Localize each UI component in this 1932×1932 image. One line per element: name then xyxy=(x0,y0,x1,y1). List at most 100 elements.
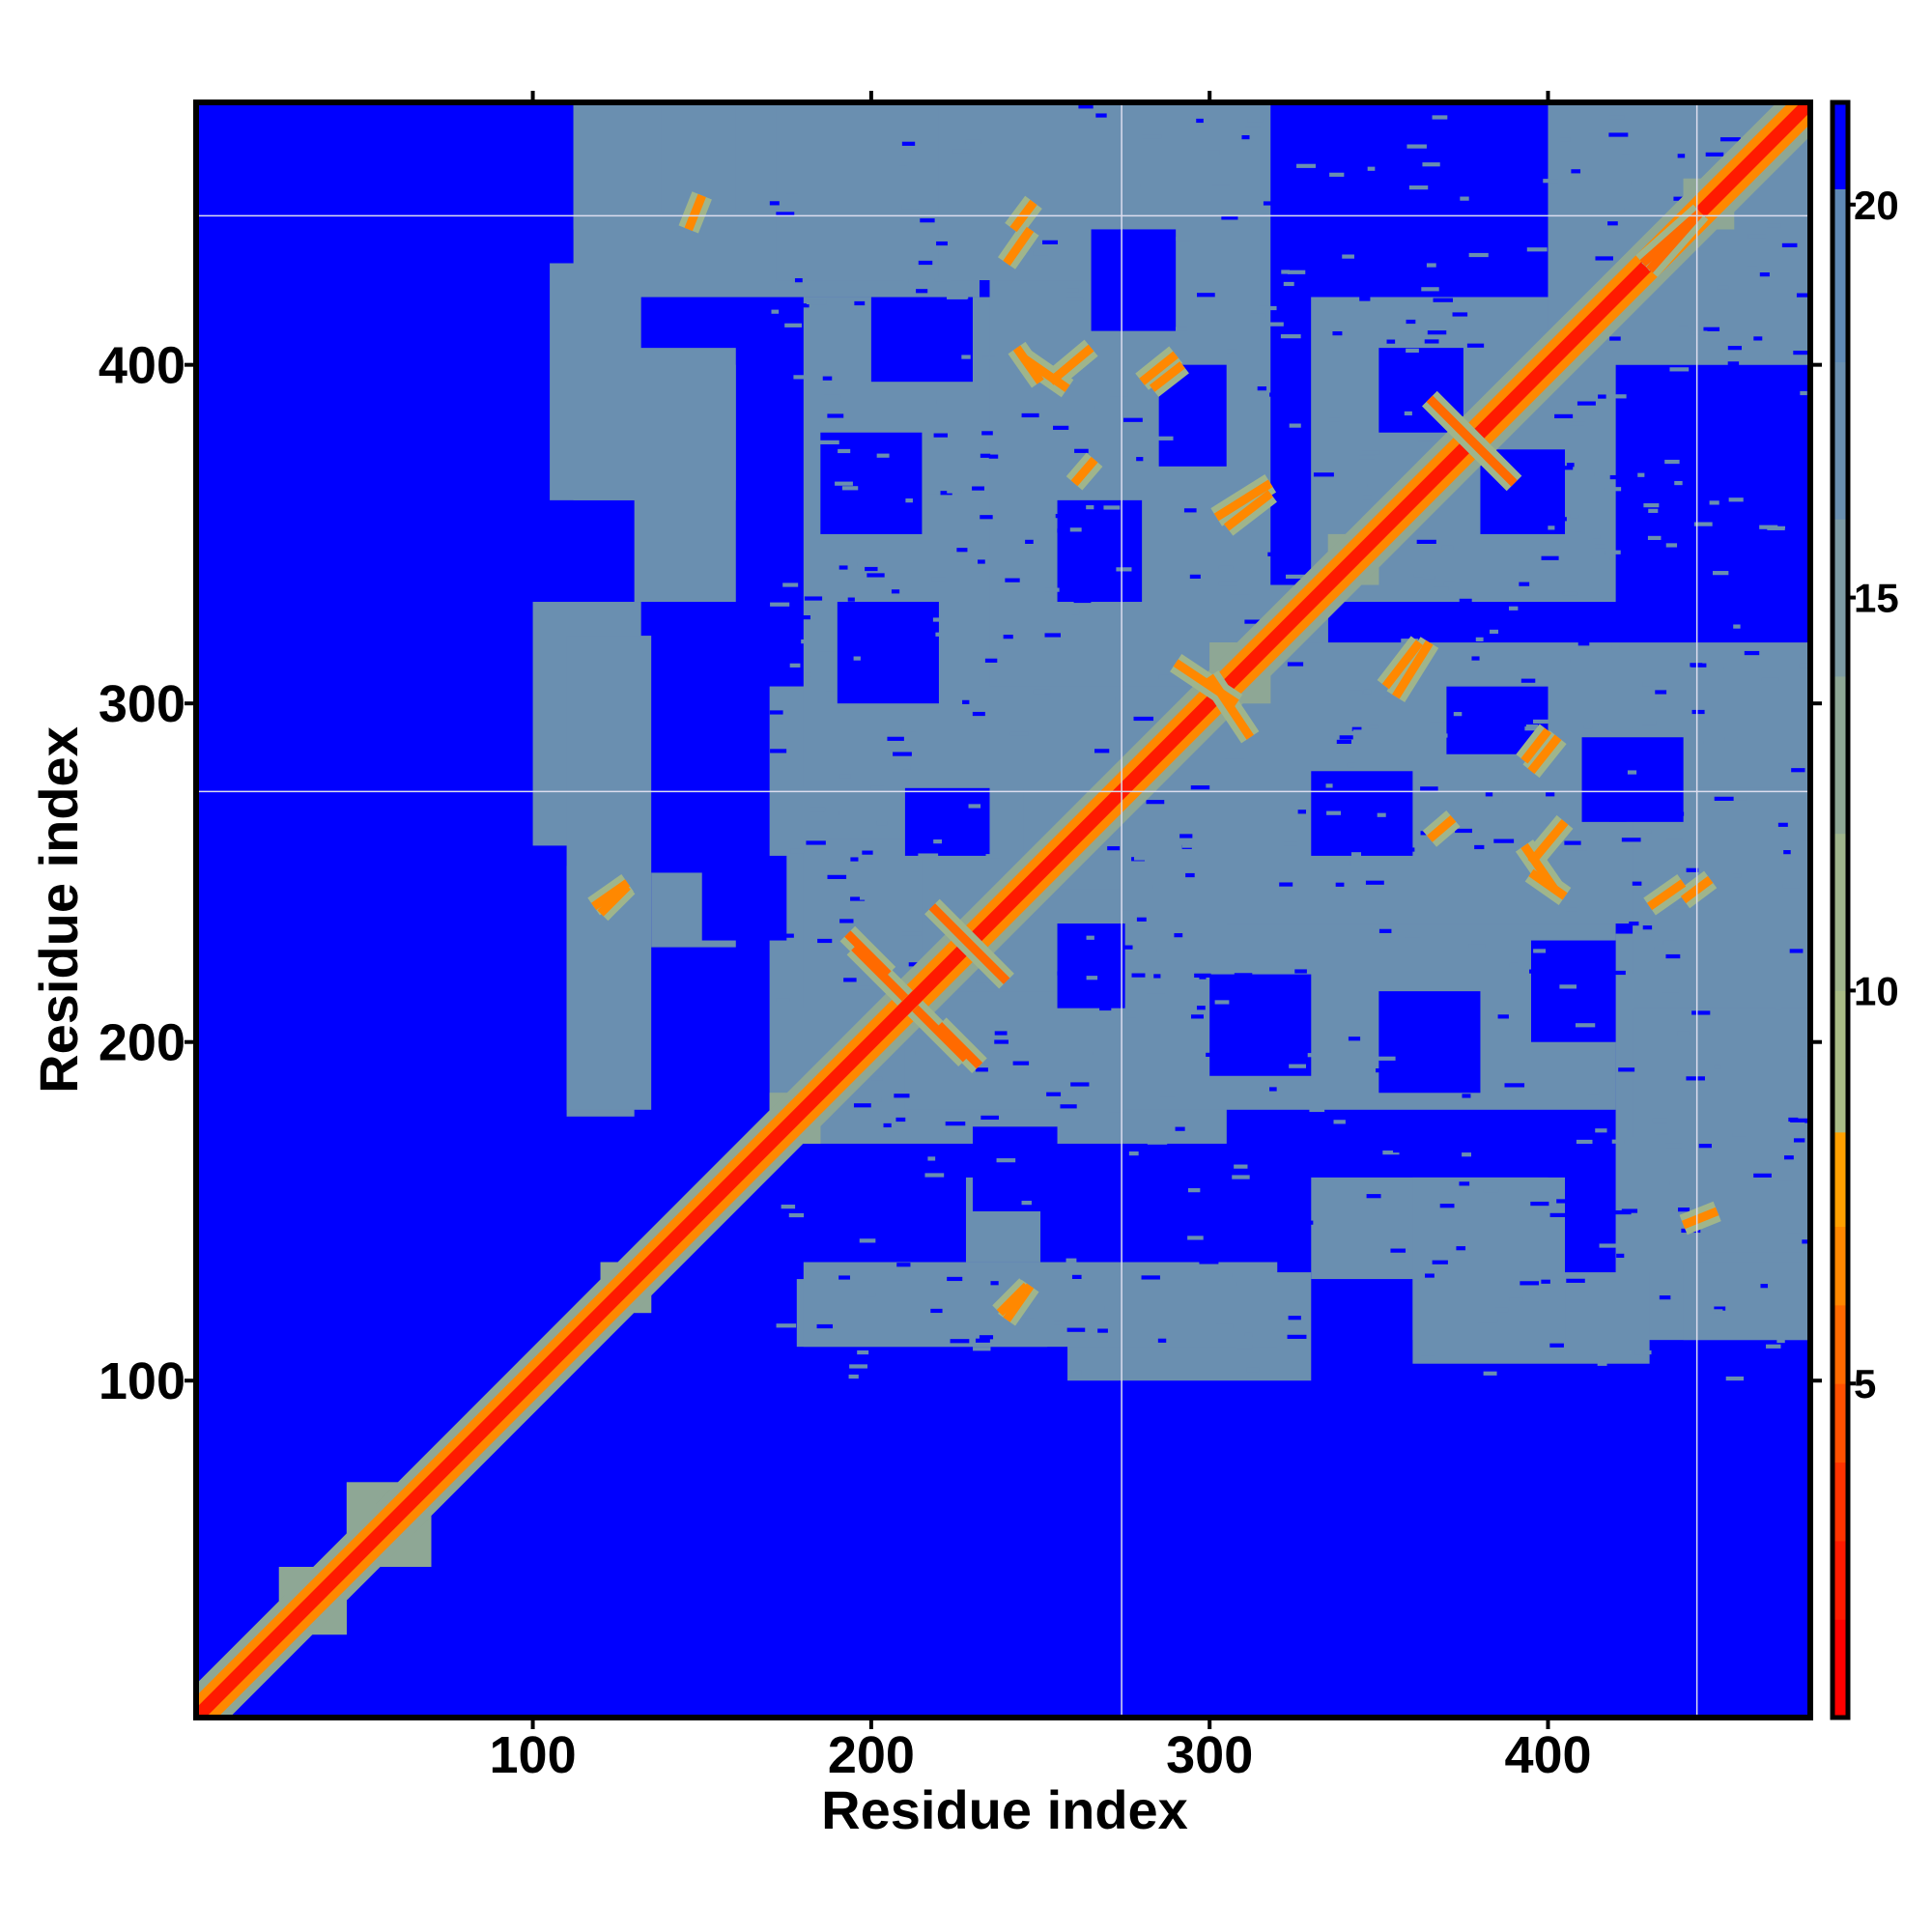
heatmap-speckle xyxy=(918,853,939,858)
heatmap-speckle xyxy=(1128,1151,1139,1156)
heatmap-speckle xyxy=(1629,921,1639,926)
heatmap-speckle xyxy=(870,785,885,790)
heatmap-speckle xyxy=(1530,1201,1549,1207)
heatmap-speckle xyxy=(1376,1068,1391,1073)
heatmap-speckle xyxy=(1789,949,1804,953)
contact-segment-mirror xyxy=(844,930,892,978)
heatmap-speckle xyxy=(1071,610,1080,615)
heatmap-speckle xyxy=(1417,437,1433,441)
heatmap-speckle xyxy=(1616,1253,1625,1259)
heatmap-speckle xyxy=(1608,817,1627,822)
heatmap-speckle xyxy=(1267,552,1288,556)
heatmap-speckle xyxy=(1724,737,1738,742)
heatmap-speckle xyxy=(1000,1356,1012,1361)
heatmap-speckle xyxy=(1060,1104,1077,1109)
heatmap-speckle xyxy=(1494,288,1515,293)
heatmap-speckle xyxy=(853,1103,871,1108)
heatmap-speckle xyxy=(800,615,810,620)
heatmap-speckle xyxy=(1799,663,1809,668)
x-tick-label: 400 xyxy=(1504,1726,1591,1784)
heatmap-speckle xyxy=(1767,526,1786,530)
heatmap-speckle xyxy=(940,491,952,496)
heatmap-speckle xyxy=(1279,882,1293,887)
heatmap-speckle xyxy=(1078,104,1094,109)
heatmap-speckle xyxy=(1420,786,1438,791)
heatmap-speckle xyxy=(1094,749,1110,753)
colorbar-segment xyxy=(1833,1383,1848,1463)
heatmap-region-mirror xyxy=(1683,1262,1809,1341)
heatmap-speckle xyxy=(1217,1063,1234,1068)
heatmap-speckle xyxy=(912,257,932,262)
heatmap-speckle xyxy=(1342,1245,1358,1250)
heatmap-speckle xyxy=(891,589,900,594)
heatmap-speckle xyxy=(769,201,780,206)
heatmap-speckle xyxy=(1122,945,1133,950)
heatmap-speckle xyxy=(1281,270,1290,274)
heatmap-speckle xyxy=(1564,840,1581,845)
heatmap-speckle xyxy=(1714,796,1734,801)
heatmap-speckle xyxy=(1489,798,1503,803)
heatmap-speckle xyxy=(769,710,783,715)
heatmap-speckle xyxy=(1086,935,1094,940)
heatmap-speckle xyxy=(1546,792,1555,797)
colorbar-segment xyxy=(1833,102,1848,189)
heatmap-speckle xyxy=(1766,223,1781,228)
heatmap-speckle xyxy=(1709,500,1719,505)
heatmap-speckle xyxy=(935,632,945,637)
heatmap-area xyxy=(196,102,1810,1718)
contact-segment-mirror xyxy=(1381,639,1423,690)
heatmap-speckle xyxy=(1236,1344,1253,1350)
heatmap-speckle xyxy=(854,300,866,306)
heatmap-speckle xyxy=(1386,339,1396,344)
heatmap-speckle xyxy=(1714,492,1732,497)
heatmap-speckle xyxy=(1524,726,1542,731)
heatmap-speckle xyxy=(1089,1306,1105,1311)
heatmap-speckle xyxy=(776,1323,797,1328)
heatmap-speckle xyxy=(1529,969,1547,974)
heatmap-speckle xyxy=(1627,770,1637,775)
heatmap-speckle xyxy=(1186,395,1201,400)
heatmap-speckle xyxy=(839,774,851,779)
contact-segment xyxy=(1681,1207,1719,1230)
heatmap-speckle xyxy=(1468,252,1489,258)
heatmap-speckle xyxy=(1782,883,1801,889)
heatmap-speckle xyxy=(894,445,910,450)
heatmap-speckle xyxy=(1577,401,1596,406)
heatmap-speckle xyxy=(887,736,904,741)
heatmap-speckle xyxy=(771,1208,779,1213)
heatmap-speckle xyxy=(1016,1314,1035,1319)
heatmap-speckle xyxy=(1250,313,1266,319)
heatmap-speckle xyxy=(1497,847,1510,852)
heatmap-speckle xyxy=(1685,462,1693,467)
heatmap-speckle xyxy=(980,453,991,458)
heatmap-speckle xyxy=(1521,230,1531,235)
heatmap-speckle xyxy=(1103,505,1121,510)
heatmap-speckle xyxy=(1432,115,1448,120)
contact-segment-mirror xyxy=(1012,345,1044,384)
heatmap-speckle xyxy=(934,277,951,282)
heatmap-speckle xyxy=(794,278,803,283)
heatmap-speckle xyxy=(1784,528,1799,533)
heatmap-speckle xyxy=(1241,134,1250,140)
heatmap-speckle xyxy=(829,454,839,459)
heatmap-speckle xyxy=(1519,582,1530,586)
heatmap-speckle xyxy=(1196,1006,1206,1010)
heatmap-speckle xyxy=(1228,1202,1240,1207)
heatmap-speckle xyxy=(776,212,795,216)
heatmap-region xyxy=(573,348,736,500)
heatmap-speckle xyxy=(1159,1096,1176,1101)
heatmap-speckle xyxy=(1424,339,1439,344)
heatmap-speckle xyxy=(1326,810,1341,815)
heatmap-speckle xyxy=(1783,1155,1794,1160)
heatmap-speckle xyxy=(770,749,787,753)
heatmap-speckle xyxy=(1618,1067,1635,1072)
heatmap-speckle xyxy=(1526,247,1548,252)
contact-segment xyxy=(935,1021,983,1069)
heatmap-speckle xyxy=(1608,225,1622,230)
heatmap-speckle xyxy=(788,1212,805,1218)
heatmap-speckle xyxy=(1108,1112,1124,1117)
heatmap-speckle xyxy=(1184,405,1196,410)
heatmap-speckle xyxy=(1462,1152,1471,1157)
heatmap-speckle xyxy=(1787,468,1807,472)
heatmap-speckle xyxy=(1044,587,1060,592)
